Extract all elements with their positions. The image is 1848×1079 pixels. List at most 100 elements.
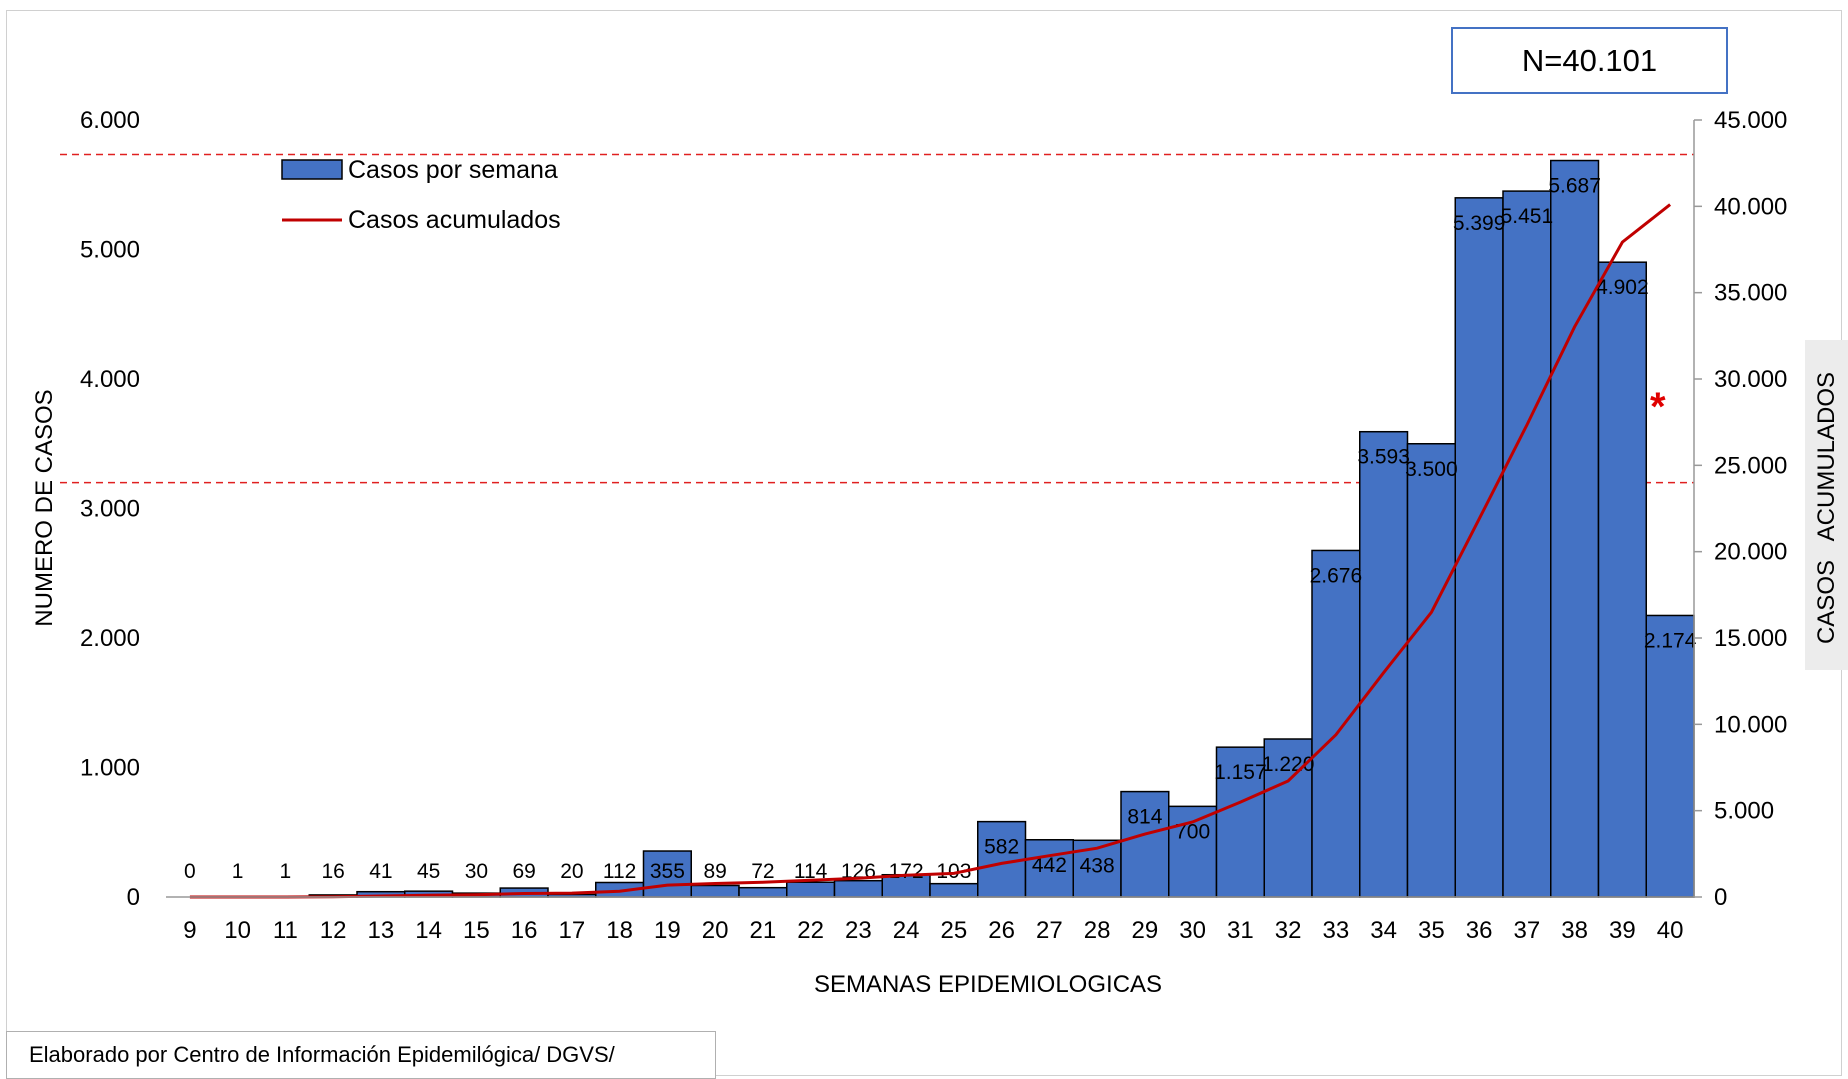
bar-label-week-37: 5.451 (1501, 205, 1554, 228)
x-tick-label: 38 (1561, 917, 1588, 944)
x-tick-label: 39 (1609, 917, 1636, 944)
left-tick-label: 4.000 (80, 366, 140, 393)
bar-label-week-15: 30 (465, 860, 488, 883)
y2-axis-title: CASOS ACUMULADOS (1813, 372, 1840, 644)
bar-week-22 (786, 881, 836, 898)
bar-label-week-18: 112 (603, 860, 636, 883)
x-tick-label: 15 (463, 917, 490, 944)
bar-label-week-33: 2.676 (1310, 564, 1363, 587)
bar-label-week-13: 41 (369, 860, 392, 883)
legend-bar-label: Casos por semana (348, 156, 558, 184)
bar-label-week-17: 20 (560, 860, 583, 883)
legend: Casos por semana Casos acumulados (281, 156, 561, 234)
bar-label-week-9: 0 (184, 860, 196, 883)
bar-label-week-19: 355 (650, 860, 685, 883)
left-tick-label: 5.000 (80, 237, 140, 264)
bar-week-21 (738, 886, 788, 898)
bar-label-week-38: 5.687 (1548, 175, 1601, 198)
bar-label-week-39: 4.902 (1596, 276, 1649, 299)
bar-label-week-10: 1 (232, 860, 244, 883)
x-tick-label: 16 (511, 917, 538, 944)
bar-week-23 (833, 879, 883, 898)
right-tick-label: 25.000 (1714, 452, 1787, 479)
x-tick-label: 36 (1466, 917, 1493, 944)
bar-week-40 (1645, 614, 1695, 898)
x-tick-label: 25 (941, 917, 968, 944)
x-tick-label: 34 (1370, 917, 1397, 944)
x-tick-label: 30 (1179, 917, 1206, 944)
x-tick-label: 32 (1275, 917, 1302, 944)
right-axis-label-background (1805, 340, 1848, 670)
x-tick-label: 31 (1227, 917, 1254, 944)
annotation-marker: * (1650, 385, 1666, 429)
bar-label-week-14: 45 (417, 860, 440, 883)
bar-label-week-36: 5.399 (1453, 212, 1506, 235)
bar-week-36 (1454, 197, 1504, 898)
left-tick-label: 2.000 (80, 625, 140, 652)
x-tick-label: 12 (320, 917, 347, 944)
right-tick-label: 35.000 (1714, 280, 1787, 307)
x-tick-label: 14 (415, 917, 442, 944)
bar-label-week-12: 16 (321, 860, 344, 883)
bar-label-week-28: 438 (1080, 854, 1115, 877)
bar-label-week-29: 814 (1127, 806, 1162, 829)
bar-label-week-24: 172 (889, 860, 924, 883)
right-tick-label: 30.000 (1714, 366, 1787, 393)
right-tick-label: 0 (1714, 884, 1727, 911)
bar-label-week-22: 114 (794, 860, 828, 883)
bar-week-31 (1215, 746, 1265, 898)
bar-week-37 (1502, 190, 1552, 898)
bar-week-35 (1406, 443, 1456, 898)
x-tick-label: 13 (368, 917, 395, 944)
x-tick-label: 37 (1514, 917, 1541, 944)
bar-label-week-16: 69 (512, 860, 535, 883)
bar-label-week-11: 1 (280, 860, 292, 883)
bar-label-week-35: 3.500 (1405, 458, 1458, 481)
right-tick-label: 20.000 (1714, 539, 1787, 566)
right-tick-label: 45.000 (1714, 107, 1787, 134)
x-tick-label: 21 (750, 917, 777, 944)
x-tick-label: 28 (1084, 917, 1111, 944)
source-text: Elaborado por Centro de Información Epid… (29, 1042, 615, 1067)
x-tick-label: 26 (988, 917, 1015, 944)
bar-label-week-31: 1.157 (1214, 761, 1267, 784)
bar-week-20 (690, 884, 740, 898)
total-cases-label: N=40.101 (1521, 42, 1658, 78)
bar-week-34 (1359, 430, 1409, 898)
cumulative-cases-line (189, 203, 1672, 899)
x-tick-label: 24 (893, 917, 920, 944)
bar-label-week-30: 700 (1175, 820, 1210, 843)
x-tick-label: 29 (1132, 917, 1159, 944)
bar-label-week-21: 72 (751, 860, 774, 883)
bar-label-week-27: 442 (1032, 854, 1067, 877)
x-tick-label: 9 (183, 917, 196, 944)
x-tick-label: 33 (1323, 917, 1350, 944)
left-tick-label: 1.000 (80, 755, 140, 782)
x-tick-label: 20 (702, 917, 729, 944)
bar-week-25 (929, 882, 979, 898)
bar-label-week-20: 89 (703, 860, 726, 883)
bar-label-week-34: 3.593 (1357, 446, 1410, 469)
bar-week-39 (1597, 261, 1647, 898)
right-tick-label: 15.000 (1714, 625, 1787, 652)
x-tick-label: 23 (845, 917, 872, 944)
left-tick-label: 3.000 (80, 496, 140, 523)
x-tick-label: 10 (224, 917, 251, 944)
source-footer: Elaborado por Centro de Información Epid… (6, 1031, 716, 1079)
y-axis-title: NUMERO DE CASOS (31, 389, 58, 626)
x-tick-label: 40 (1657, 917, 1684, 944)
x-tick-label: 22 (797, 917, 824, 944)
right-tick-label: 40.000 (1714, 193, 1787, 220)
legend-line-label: Casos acumulados (348, 206, 561, 234)
x-tick-label: 11 (273, 917, 298, 944)
x-tick-label: 35 (1418, 917, 1445, 944)
x-tick-label: 17 (559, 917, 586, 944)
bar-label-week-25: 103 (936, 860, 971, 883)
right-tick-label: 5.000 (1714, 798, 1774, 825)
x-tick-label: 19 (654, 917, 681, 944)
x-tick-label: 27 (1036, 917, 1063, 944)
x-axis-title: SEMANAS EPIDEMIOLOGICAS (814, 971, 1162, 998)
total-cases-box: N=40.101 (1451, 27, 1728, 94)
bar-label-week-26: 582 (984, 836, 1019, 859)
